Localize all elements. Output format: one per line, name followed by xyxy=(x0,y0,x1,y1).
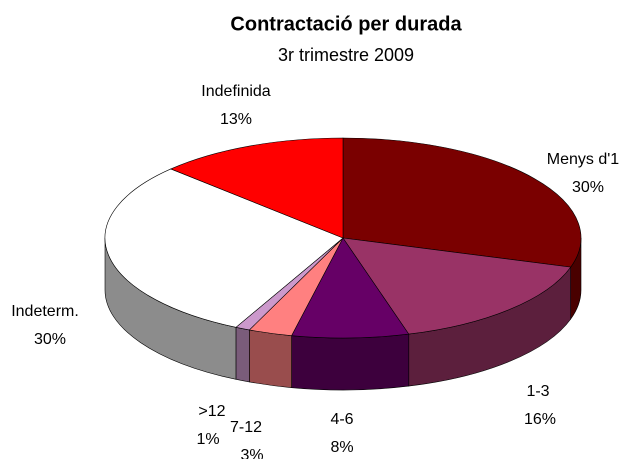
slice-label: Indeterm. xyxy=(11,303,79,320)
chart-subtitle: 3r trimestre 2009 xyxy=(278,45,414,65)
slice-label: >12 xyxy=(198,403,225,420)
slice-label: Menys d'1 xyxy=(547,151,620,168)
slice xyxy=(104,168,344,328)
slice-label: 4-6 xyxy=(330,411,353,428)
slice xyxy=(170,137,344,239)
slice xyxy=(342,237,572,335)
chart-title: Contractació per durada xyxy=(230,13,462,35)
slice xyxy=(342,137,582,268)
slice-value-label: 13% xyxy=(220,111,252,128)
slice-value-label: 8% xyxy=(330,439,353,456)
slice-label: 7-12 xyxy=(230,419,262,436)
slice-value-label: 1% xyxy=(196,431,219,448)
slice xyxy=(291,237,410,339)
slice-side xyxy=(235,326,250,383)
slice-label: Indefinida xyxy=(201,83,270,100)
slice-side xyxy=(291,333,410,391)
slice-value-label: 30% xyxy=(34,331,66,348)
slice-value-label: 30% xyxy=(572,179,604,196)
slice-side xyxy=(249,329,292,388)
slice-label: 1-3 xyxy=(526,383,549,400)
slice-value-label: 16% xyxy=(524,411,556,428)
slice-value-label: 3% xyxy=(240,447,263,459)
